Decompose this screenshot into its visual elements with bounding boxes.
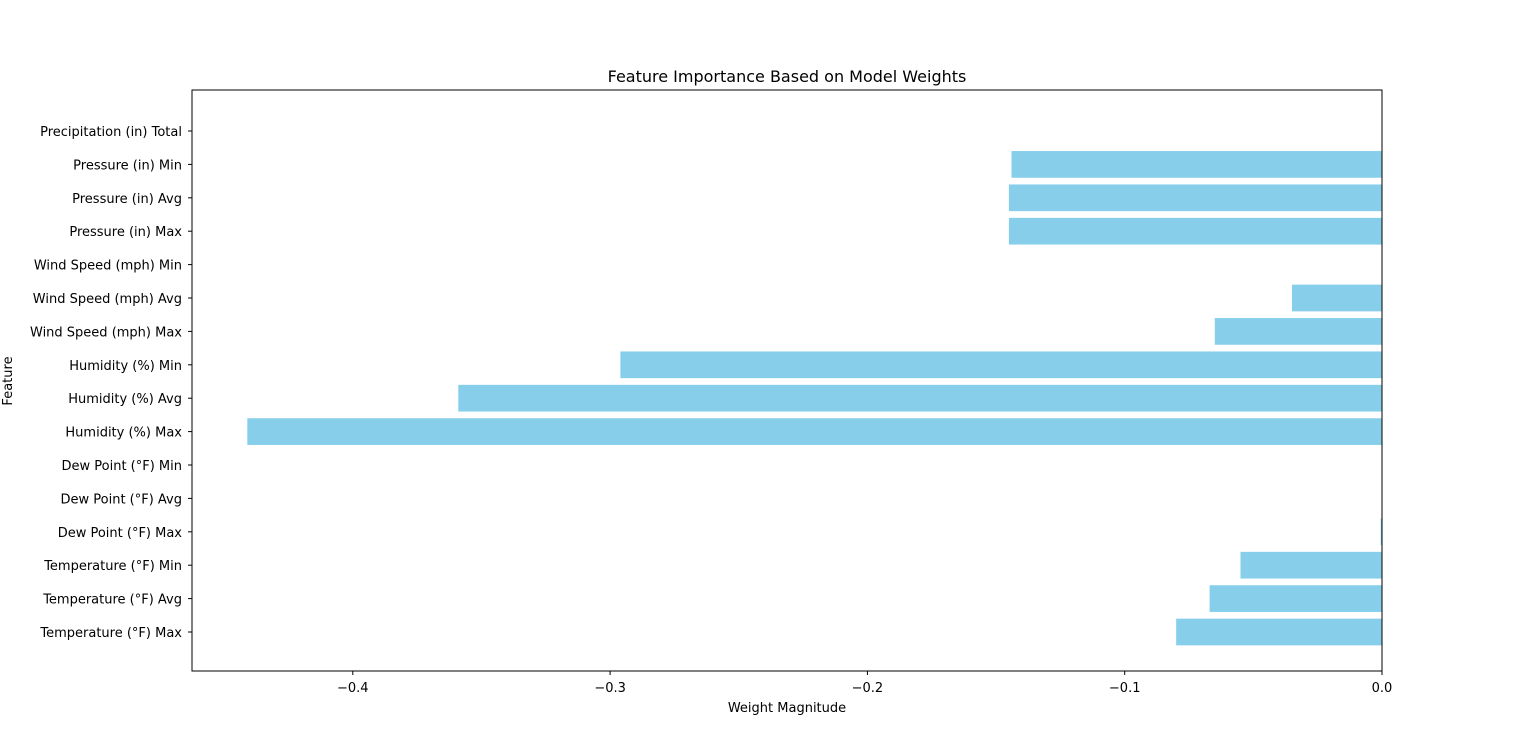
y-tick-label: Wind Speed (mph) Min [34, 259, 182, 274]
y-tick-label: Pressure (in) Avg [72, 192, 182, 207]
y-tick-label: Precipitation (in) Total [40, 125, 182, 140]
bar [247, 418, 1382, 445]
y-tick-label: Temperature (°F) Min [43, 559, 182, 574]
bar [1240, 551, 1382, 579]
y-tick-label: Humidity (%) Max [65, 426, 182, 441]
bar [1008, 217, 1382, 245]
chart-title: Feature Importance Based on Model Weight… [608, 67, 967, 86]
bar [1008, 184, 1382, 212]
x-axis-ticks: −0.4 −0.3 −0.2 −0.1 0.0 [337, 671, 1392, 696]
y-tick-label: Dew Point (°F) Max [58, 526, 183, 541]
bar [1380, 518, 1382, 546]
y-tick-label: Pressure (in) Min [73, 158, 182, 173]
bar [1209, 585, 1382, 612]
y-axis-label: Feature [1, 356, 16, 405]
y-tick-label: Temperature (°F) Avg [42, 593, 182, 608]
bars-group [247, 151, 1382, 646]
y-tick-label: Humidity (%) Min [69, 359, 182, 374]
x-tick-label: −0.2 [852, 681, 884, 696]
x-tick-label: −0.4 [337, 681, 369, 696]
y-tick-label: Wind Speed (mph) Max [30, 325, 182, 340]
y-tick-label: Wind Speed (mph) Avg [33, 292, 182, 307]
y-tick-label: Pressure (in) Max [69, 225, 182, 240]
y-tick-label: Dew Point (°F) Min [61, 459, 182, 474]
y-tick-label: Dew Point (°F) Avg [60, 492, 182, 507]
x-tick-label: −0.1 [1109, 681, 1141, 696]
bar [1291, 284, 1382, 312]
y-tick-label: Temperature (°F) Max [39, 626, 182, 641]
bar [620, 351, 1382, 379]
y-axis-ticks: Temperature (°F) Max Temperature (°F) Avg… [30, 125, 192, 641]
bar [1214, 318, 1382, 345]
x-tick-label: 0.0 [1372, 681, 1393, 696]
y-tick-label: Humidity (%) Avg [68, 392, 182, 407]
x-tick-label: −0.3 [594, 681, 626, 696]
bar [458, 384, 1382, 412]
plot-frame [191, 89, 1383, 672]
bar [1176, 618, 1382, 646]
x-axis-label: Weight Magnitude [728, 701, 846, 716]
bar [1011, 151, 1382, 178]
